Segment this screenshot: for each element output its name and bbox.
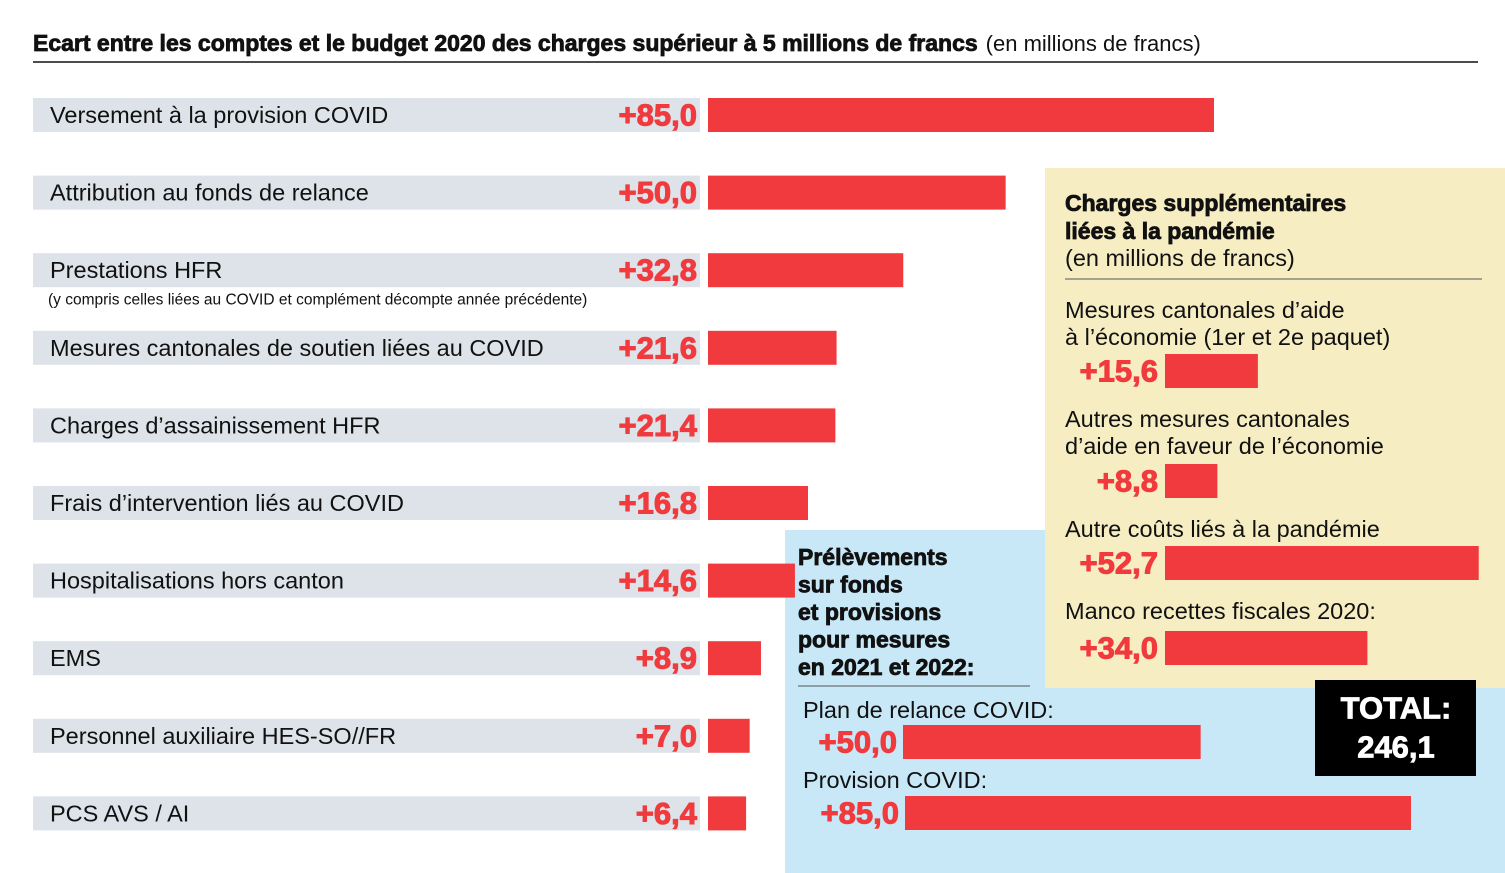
category-label: Mesures cantonales d’aide	[1065, 297, 1345, 323]
bar	[1165, 546, 1479, 580]
bar	[1165, 464, 1218, 498]
bar	[708, 486, 809, 520]
category-label: Provision COVID:	[803, 767, 987, 793]
value-label: +8,8	[1097, 464, 1158, 499]
category-label: PCS AVS / AI	[50, 800, 189, 826]
label-band	[33, 253, 700, 288]
panel-title: et provisions	[798, 599, 941, 625]
value-label: +21,4	[619, 408, 698, 443]
value-label: +15,6	[1080, 354, 1158, 389]
value-label: +85,0	[821, 796, 899, 831]
panel-subtitle: (en millions de francs)	[1065, 245, 1295, 271]
label-band	[33, 563, 700, 598]
value-label: +52,7	[1080, 546, 1158, 581]
bar	[708, 563, 795, 598]
category-label: Personnel auxiliaire HES-SO//FR	[50, 723, 396, 749]
panel-title: sur fonds	[798, 572, 903, 598]
bar	[708, 330, 837, 365]
panel-title: Charges supplémentaires	[1065, 190, 1346, 216]
label-band	[33, 330, 700, 365]
label-band	[33, 408, 700, 443]
category-label: Mesures cantonales de soutien liées au C…	[50, 335, 544, 361]
total-value: 246,1	[1357, 730, 1435, 765]
panel-title: Prélèvements	[798, 544, 948, 570]
panel-title: liées à la pandémie	[1065, 218, 1275, 244]
label-band	[33, 641, 700, 676]
label-band	[33, 175, 700, 210]
value-label: +7,0	[636, 718, 697, 753]
label-band	[33, 796, 700, 831]
bar	[708, 718, 750, 753]
category-label: Charges d’assainissement HFR	[50, 412, 380, 438]
panel-title: en 2021 et 2022:	[798, 654, 974, 680]
category-label: Manco recettes fiscales 2020:	[1065, 598, 1376, 624]
category-label: EMS	[50, 645, 101, 671]
label-band	[33, 718, 700, 753]
bar	[903, 725, 1201, 759]
category-label: à l’économie (1er et 2e paquet)	[1065, 324, 1390, 350]
category-label: Plan de relance COVID:	[803, 697, 1054, 723]
value-label: +21,6	[619, 330, 697, 365]
bar	[708, 253, 904, 288]
bar	[708, 408, 836, 443]
panel-title: pour mesures	[798, 627, 950, 653]
value-label: +6,4	[636, 796, 698, 831]
bar	[1165, 354, 1258, 388]
category-label: d’aide en faveur de l’économie	[1065, 433, 1384, 459]
bar	[708, 98, 1215, 132]
category-label: Prestations HFR	[50, 257, 222, 283]
category-label: Versement à la provision COVID	[50, 102, 388, 128]
bar	[708, 641, 761, 676]
title-unit: (en millions de francs)	[986, 31, 1201, 56]
category-label: Hospitalisations hors canton	[50, 568, 344, 594]
bar	[708, 175, 1006, 210]
category-label: Autres mesures cantonales	[1065, 406, 1350, 432]
total-label: TOTAL:	[1341, 691, 1452, 726]
value-label: +14,6	[619, 563, 697, 598]
total-box	[1315, 680, 1476, 776]
title-main: Ecart entre les comptes et le budget 202…	[33, 30, 978, 56]
label-band	[33, 98, 700, 132]
bar	[1165, 631, 1368, 665]
category-label: Attribution au fonds de relance	[50, 180, 369, 206]
category-label: Frais d’intervention liés au COVID	[50, 490, 404, 516]
value-label: +85,0	[619, 98, 697, 133]
bar	[708, 796, 747, 831]
value-label: +32,8	[619, 253, 697, 288]
bar	[905, 796, 1412, 830]
chart-title: Ecart entre les comptes et le budget 202…	[33, 30, 1201, 56]
yellow-panel	[1045, 168, 1505, 688]
label-band	[33, 486, 700, 520]
category-note: (y compris celles liées au COVID et comp…	[48, 292, 587, 309]
category-label: Autre coûts liés à la pandémie	[1065, 516, 1380, 542]
value-label: +50,0	[619, 175, 697, 210]
value-label: +8,9	[636, 641, 697, 676]
value-label: +34,0	[1080, 631, 1158, 666]
value-label: +16,8	[619, 486, 697, 521]
value-label: +50,0	[819, 725, 897, 760]
